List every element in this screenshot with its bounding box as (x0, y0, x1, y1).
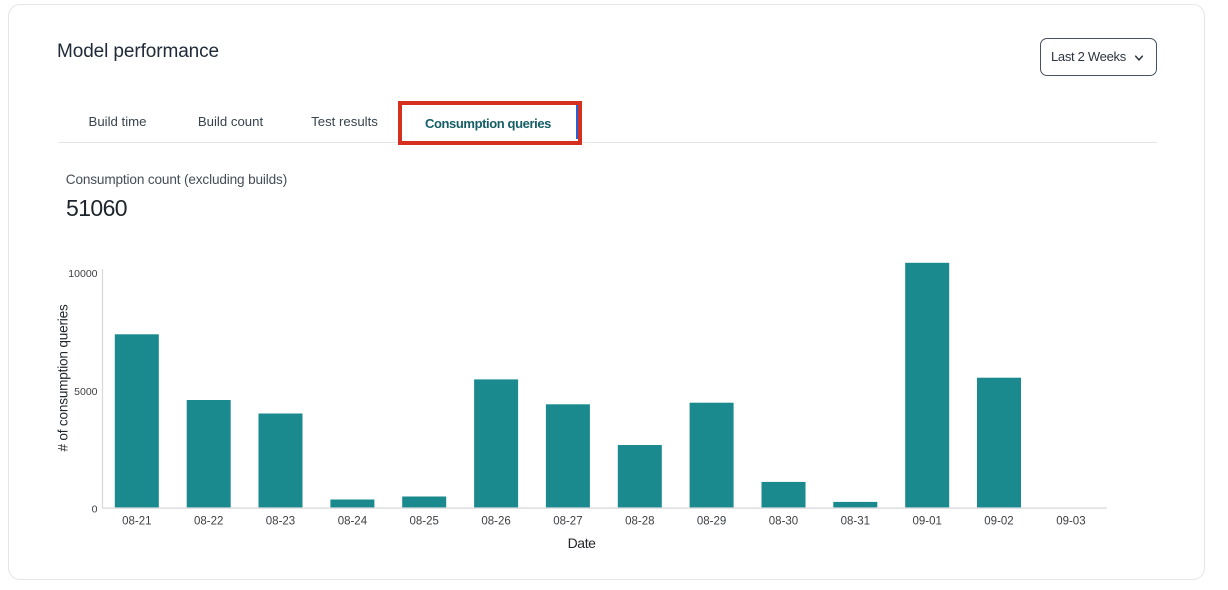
svg-text:10000: 10000 (68, 268, 97, 280)
svg-text:08-30: 08-30 (769, 516, 798, 528)
svg-text:08-21: 08-21 (122, 516, 151, 528)
svg-text:08-27: 08-27 (553, 516, 582, 528)
svg-text:08-26: 08-26 (481, 516, 510, 528)
svg-text:08-24: 08-24 (338, 516, 368, 528)
svg-text:Date: Date (568, 535, 597, 551)
svg-text:5000: 5000 (74, 386, 98, 398)
svg-text:09-01: 09-01 (912, 516, 941, 528)
svg-text:# of consumption queries: # of consumption queries (56, 304, 71, 451)
svg-text:0: 0 (92, 503, 98, 515)
svg-text:08-25: 08-25 (409, 516, 438, 528)
svg-text:08-29: 08-29 (697, 516, 726, 528)
svg-text:09-03: 09-03 (1056, 516, 1085, 528)
svg-text:08-31: 08-31 (841, 516, 870, 528)
svg-text:08-22: 08-22 (194, 516, 223, 528)
svg-text:09-02: 09-02 (984, 516, 1013, 528)
svg-text:08-28: 08-28 (625, 516, 654, 528)
svg-text:08-23: 08-23 (266, 516, 295, 528)
